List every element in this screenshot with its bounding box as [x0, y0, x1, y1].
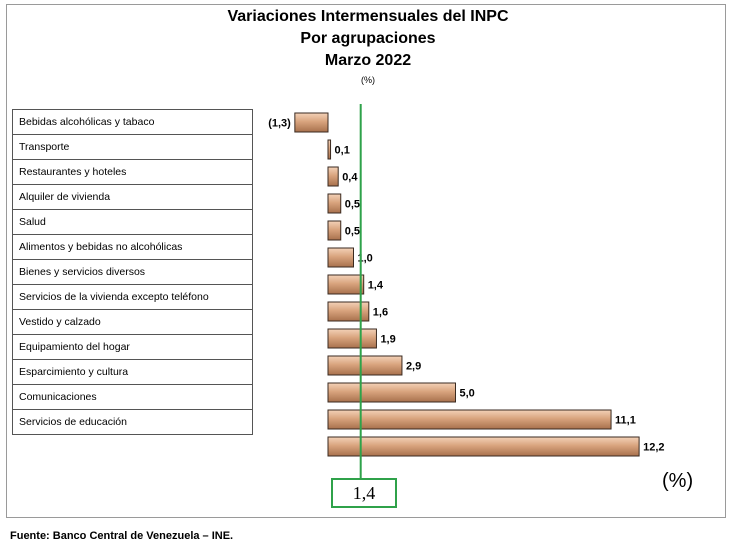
category-row: Alquiler de vivienda: [12, 184, 253, 210]
category-label: Bebidas alcohólicas y tabaco: [12, 109, 253, 135]
reference-value-box: 1,4: [331, 478, 397, 508]
bar-value-label: 11,1: [615, 415, 636, 427]
bar-value-label: 0,4: [342, 172, 358, 184]
category-row: Comunicaciones: [12, 384, 253, 410]
bar-value-label: 5,0: [460, 388, 475, 400]
source-note: Fuente: Banco Central de Venezuela – INE…: [10, 530, 234, 542]
bar: [327, 328, 377, 349]
unit-label: (%): [662, 470, 694, 492]
category-row: Servicios de educación: [12, 409, 253, 435]
bar-value-label: 1,6: [373, 307, 388, 319]
category-label: Salud: [12, 209, 253, 235]
bar: [327, 166, 339, 187]
category-row: Esparcimiento y cultura: [12, 359, 253, 385]
bar: [327, 355, 403, 376]
bar: [327, 301, 370, 322]
category-row: Vestido y calzado: [12, 309, 253, 335]
chart-period: Marzo 2022: [324, 52, 412, 69]
category-label: Alimentos y bebidas no alcohólicas: [12, 234, 253, 260]
bar-value-label: (1,3): [268, 118, 291, 130]
bar-value-label: 0,5: [345, 199, 360, 211]
bar: [327, 247, 354, 268]
bar: [327, 139, 332, 160]
category-label: Comunicaciones: [12, 384, 253, 410]
category-row: Bienes y servicios diversos: [12, 259, 253, 285]
bar: [327, 193, 342, 214]
category-label: Esparcimiento y cultura: [12, 359, 253, 385]
bar: [327, 382, 456, 403]
bar: [327, 220, 342, 241]
category-label: Equipamiento del hogar: [12, 334, 253, 360]
chart-units-note: (%): [361, 75, 375, 85]
category-row: Salud: [12, 209, 253, 235]
bar-value-label: 1,4: [368, 280, 384, 292]
bar: [327, 436, 640, 457]
category-row: Alimentos y bebidas no alcohólicas: [12, 234, 253, 260]
chart-subtitle: Por agrupaciones: [300, 30, 436, 47]
bar-value-label: 12,2: [643, 442, 664, 454]
bar-value-label: 2,9: [406, 361, 421, 373]
bar: [294, 112, 329, 133]
chart-frame: [6, 4, 726, 518]
category-label: Bienes y servicios diversos: [12, 259, 253, 285]
bar-value-label: 0,5: [345, 226, 360, 238]
category-row: Equipamiento del hogar: [12, 334, 253, 360]
bar: [327, 274, 365, 295]
category-row: Bebidas alcohólicas y tabaco: [12, 109, 253, 135]
bar: [327, 409, 612, 430]
category-label: Vestido y calzado: [12, 309, 253, 335]
category-label: Alquiler de vivienda: [12, 184, 253, 210]
bar-value-label: 0,1: [335, 145, 350, 157]
category-label: Restaurantes y hoteles: [12, 159, 253, 185]
category-row: Restaurantes y hoteles: [12, 159, 253, 185]
category-label: Servicios de educación: [12, 409, 253, 435]
category-table: Bebidas alcohólicas y tabaco Transporte Re…: [12, 109, 253, 435]
chart-title: Variaciones Intermensuales del INPC: [227, 8, 509, 25]
bar-value-label: 1,9: [380, 334, 395, 346]
